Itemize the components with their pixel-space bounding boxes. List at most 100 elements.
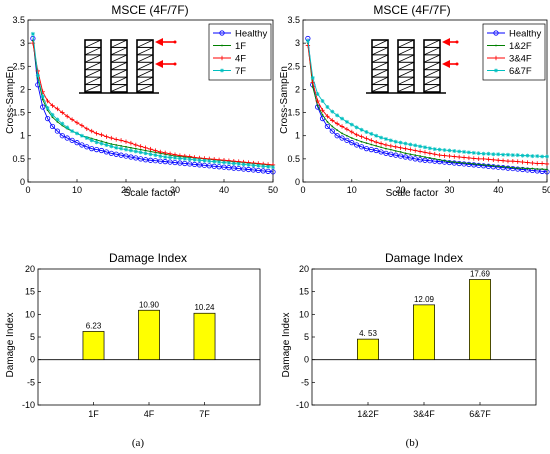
marker-plus [148, 146, 153, 152]
marker-plus [55, 106, 60, 112]
marker-dot [51, 116, 54, 119]
marker-star [462, 149, 467, 154]
marker-star [535, 154, 540, 159]
marker-circle [255, 167, 261, 174]
x-tick-label: 40 [493, 185, 503, 195]
marker-star [418, 144, 423, 149]
marker-plus [158, 149, 163, 155]
y-tick-label: 0.5 [12, 154, 25, 164]
building-frame [136, 39, 154, 93]
marker-star [70, 129, 75, 134]
marker-circle [98, 147, 105, 154]
building-illustration [366, 38, 459, 94]
marker-dot [472, 163, 475, 165]
marker-plus [374, 139, 379, 145]
marker-dot [95, 138, 98, 141]
marker-plus [476, 156, 481, 162]
y-tick-label: 0 [30, 355, 35, 365]
bar-chart-panel-a: Damage Index Damage Index -10 -5 0 5 10 15 20 6… [5, 251, 261, 419]
brace-line [397, 39, 415, 48]
marker-dot [433, 157, 436, 160]
marker-plus [320, 108, 325, 113]
marker-circle [201, 162, 207, 168]
marker-dot [125, 145, 127, 148]
marker-plus [84, 126, 89, 131]
marker-dot [389, 148, 392, 151]
marker-plus [45, 98, 50, 104]
marker-circle [446, 159, 452, 166]
marker-dot [380, 146, 382, 149]
marker-circle [476, 162, 482, 168]
marker-dot [468, 162, 470, 165]
y-tick-label: 5 [30, 332, 35, 342]
marker-circle [393, 152, 399, 158]
marker-plus [496, 158, 501, 163]
marker-dot [531, 167, 534, 170]
marker-star [540, 154, 545, 159]
building-frame [371, 39, 389, 93]
marker-star [251, 163, 256, 168]
marker-circle [108, 150, 114, 156]
marker-dot [139, 148, 142, 151]
marker-circle [103, 149, 110, 155]
marker-star [369, 131, 374, 136]
bar [469, 279, 491, 361]
marker-plus [163, 150, 168, 156]
marker-star [515, 153, 520, 158]
marker-star [496, 152, 501, 157]
marker-dot [100, 140, 103, 143]
marker-circle [422, 157, 428, 163]
marker-star [379, 135, 384, 140]
marker-plus [456, 154, 462, 160]
y-tick-label: 20 [299, 264, 309, 274]
marker-star [55, 117, 60, 122]
marker-circle [221, 164, 227, 170]
marker-star [222, 160, 226, 165]
brace-line [136, 84, 154, 92]
y-tick-label: 3.5 [12, 15, 25, 25]
x-tick-label: 40 [219, 185, 229, 195]
x-tick-label: 30 [444, 185, 454, 195]
marker-star [344, 119, 349, 124]
arrow-head [155, 38, 163, 46]
x-tick-label: 1F [88, 409, 99, 419]
caption-a: (a) [132, 437, 145, 449]
marker-star [330, 109, 335, 114]
marker-plus [520, 159, 525, 165]
marker-plus [471, 156, 476, 161]
brace-line [397, 61, 415, 71]
marker-dot [56, 120, 59, 123]
marker-star [148, 152, 153, 157]
marker-star [349, 122, 354, 127]
marker-star [65, 125, 70, 130]
marker-plus [128, 140, 134, 146]
brace-line [84, 76, 102, 85]
marker-circle [69, 137, 75, 143]
marker-plus [74, 120, 80, 125]
marker-star [109, 144, 114, 149]
marker-dot [536, 168, 539, 170]
legend-label: 3&4F [509, 54, 532, 65]
legend-label: 1F [235, 41, 246, 52]
brace-line [84, 69, 102, 78]
chart-title: MSCE (4F/7F) [373, 3, 450, 17]
data-label: 10.24 [194, 303, 215, 312]
bar-chart-panel-b: Damage Index Damage Index -10 -5 0 5 10 15 20 4… [281, 251, 537, 419]
marker-star [393, 139, 398, 144]
marker-star [408, 142, 413, 147]
marker-dot [458, 161, 461, 164]
marker-circle [490, 164, 496, 170]
marker-dot [311, 86, 314, 89]
marker-star [315, 92, 320, 97]
marker-circle [329, 128, 335, 134]
x-axis-label: Scale factor [124, 188, 177, 199]
marker-dot [492, 164, 495, 167]
marker-star [192, 157, 197, 162]
marker-circle [226, 165, 232, 171]
marker-star [481, 151, 486, 156]
marker-star [432, 147, 437, 152]
y-axis-label: Cross-SampEn [279, 66, 290, 134]
marker-circle [187, 161, 193, 167]
marker-circle [192, 161, 198, 168]
